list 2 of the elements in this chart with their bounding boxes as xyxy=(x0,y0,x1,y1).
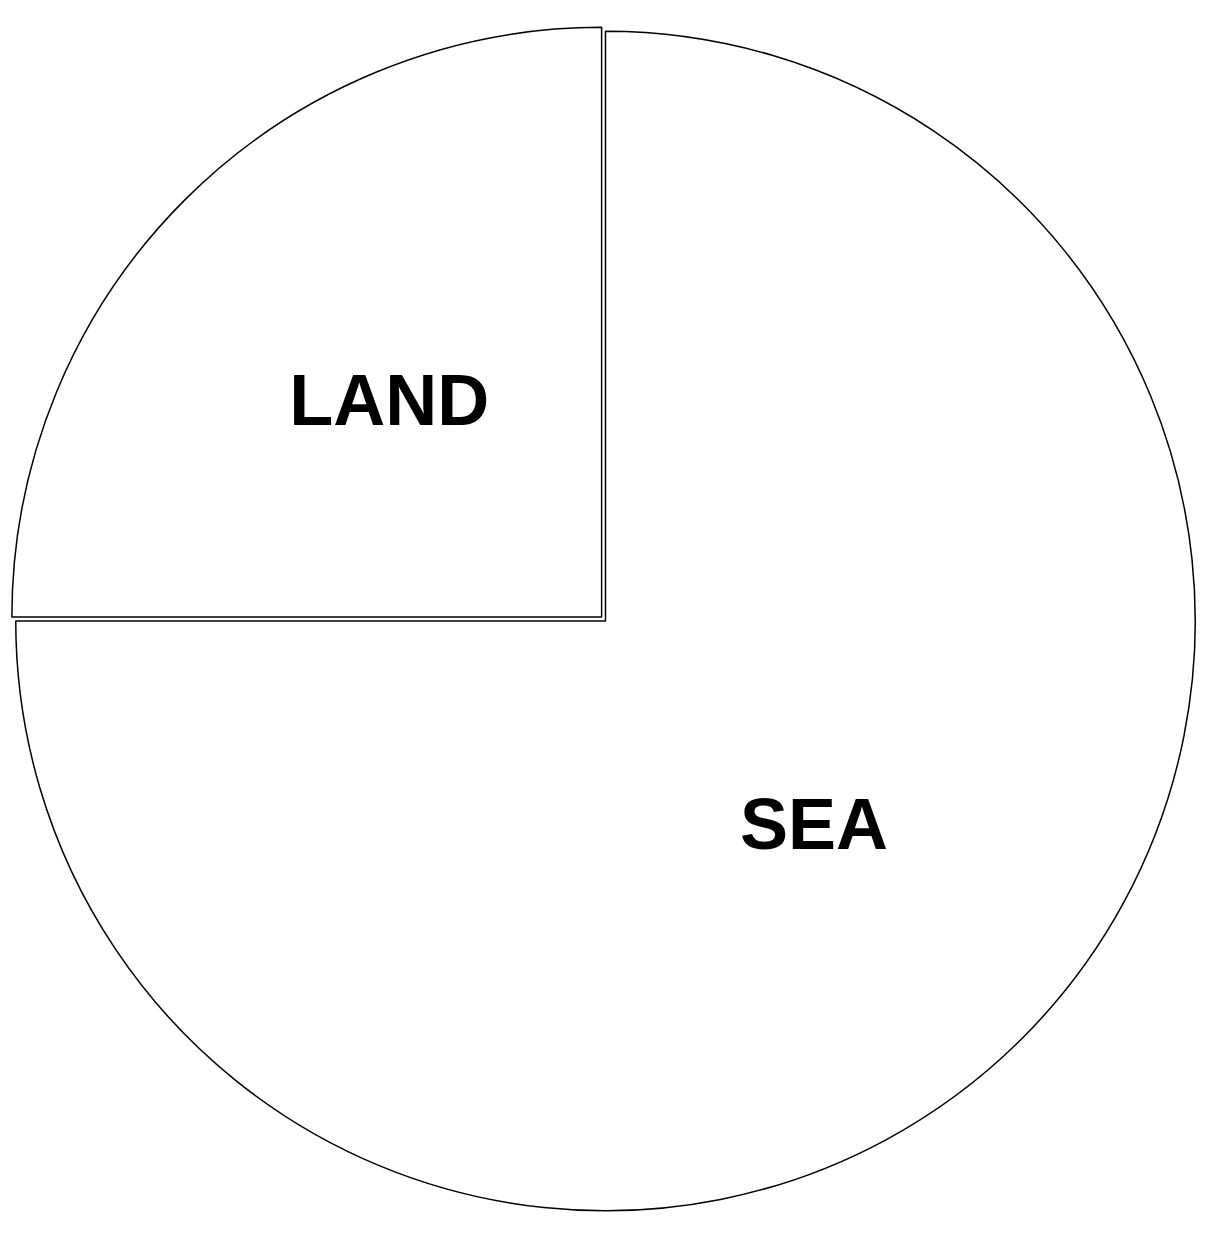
slice-label: LAND xyxy=(289,359,490,440)
slice-label: SEA xyxy=(739,784,889,865)
